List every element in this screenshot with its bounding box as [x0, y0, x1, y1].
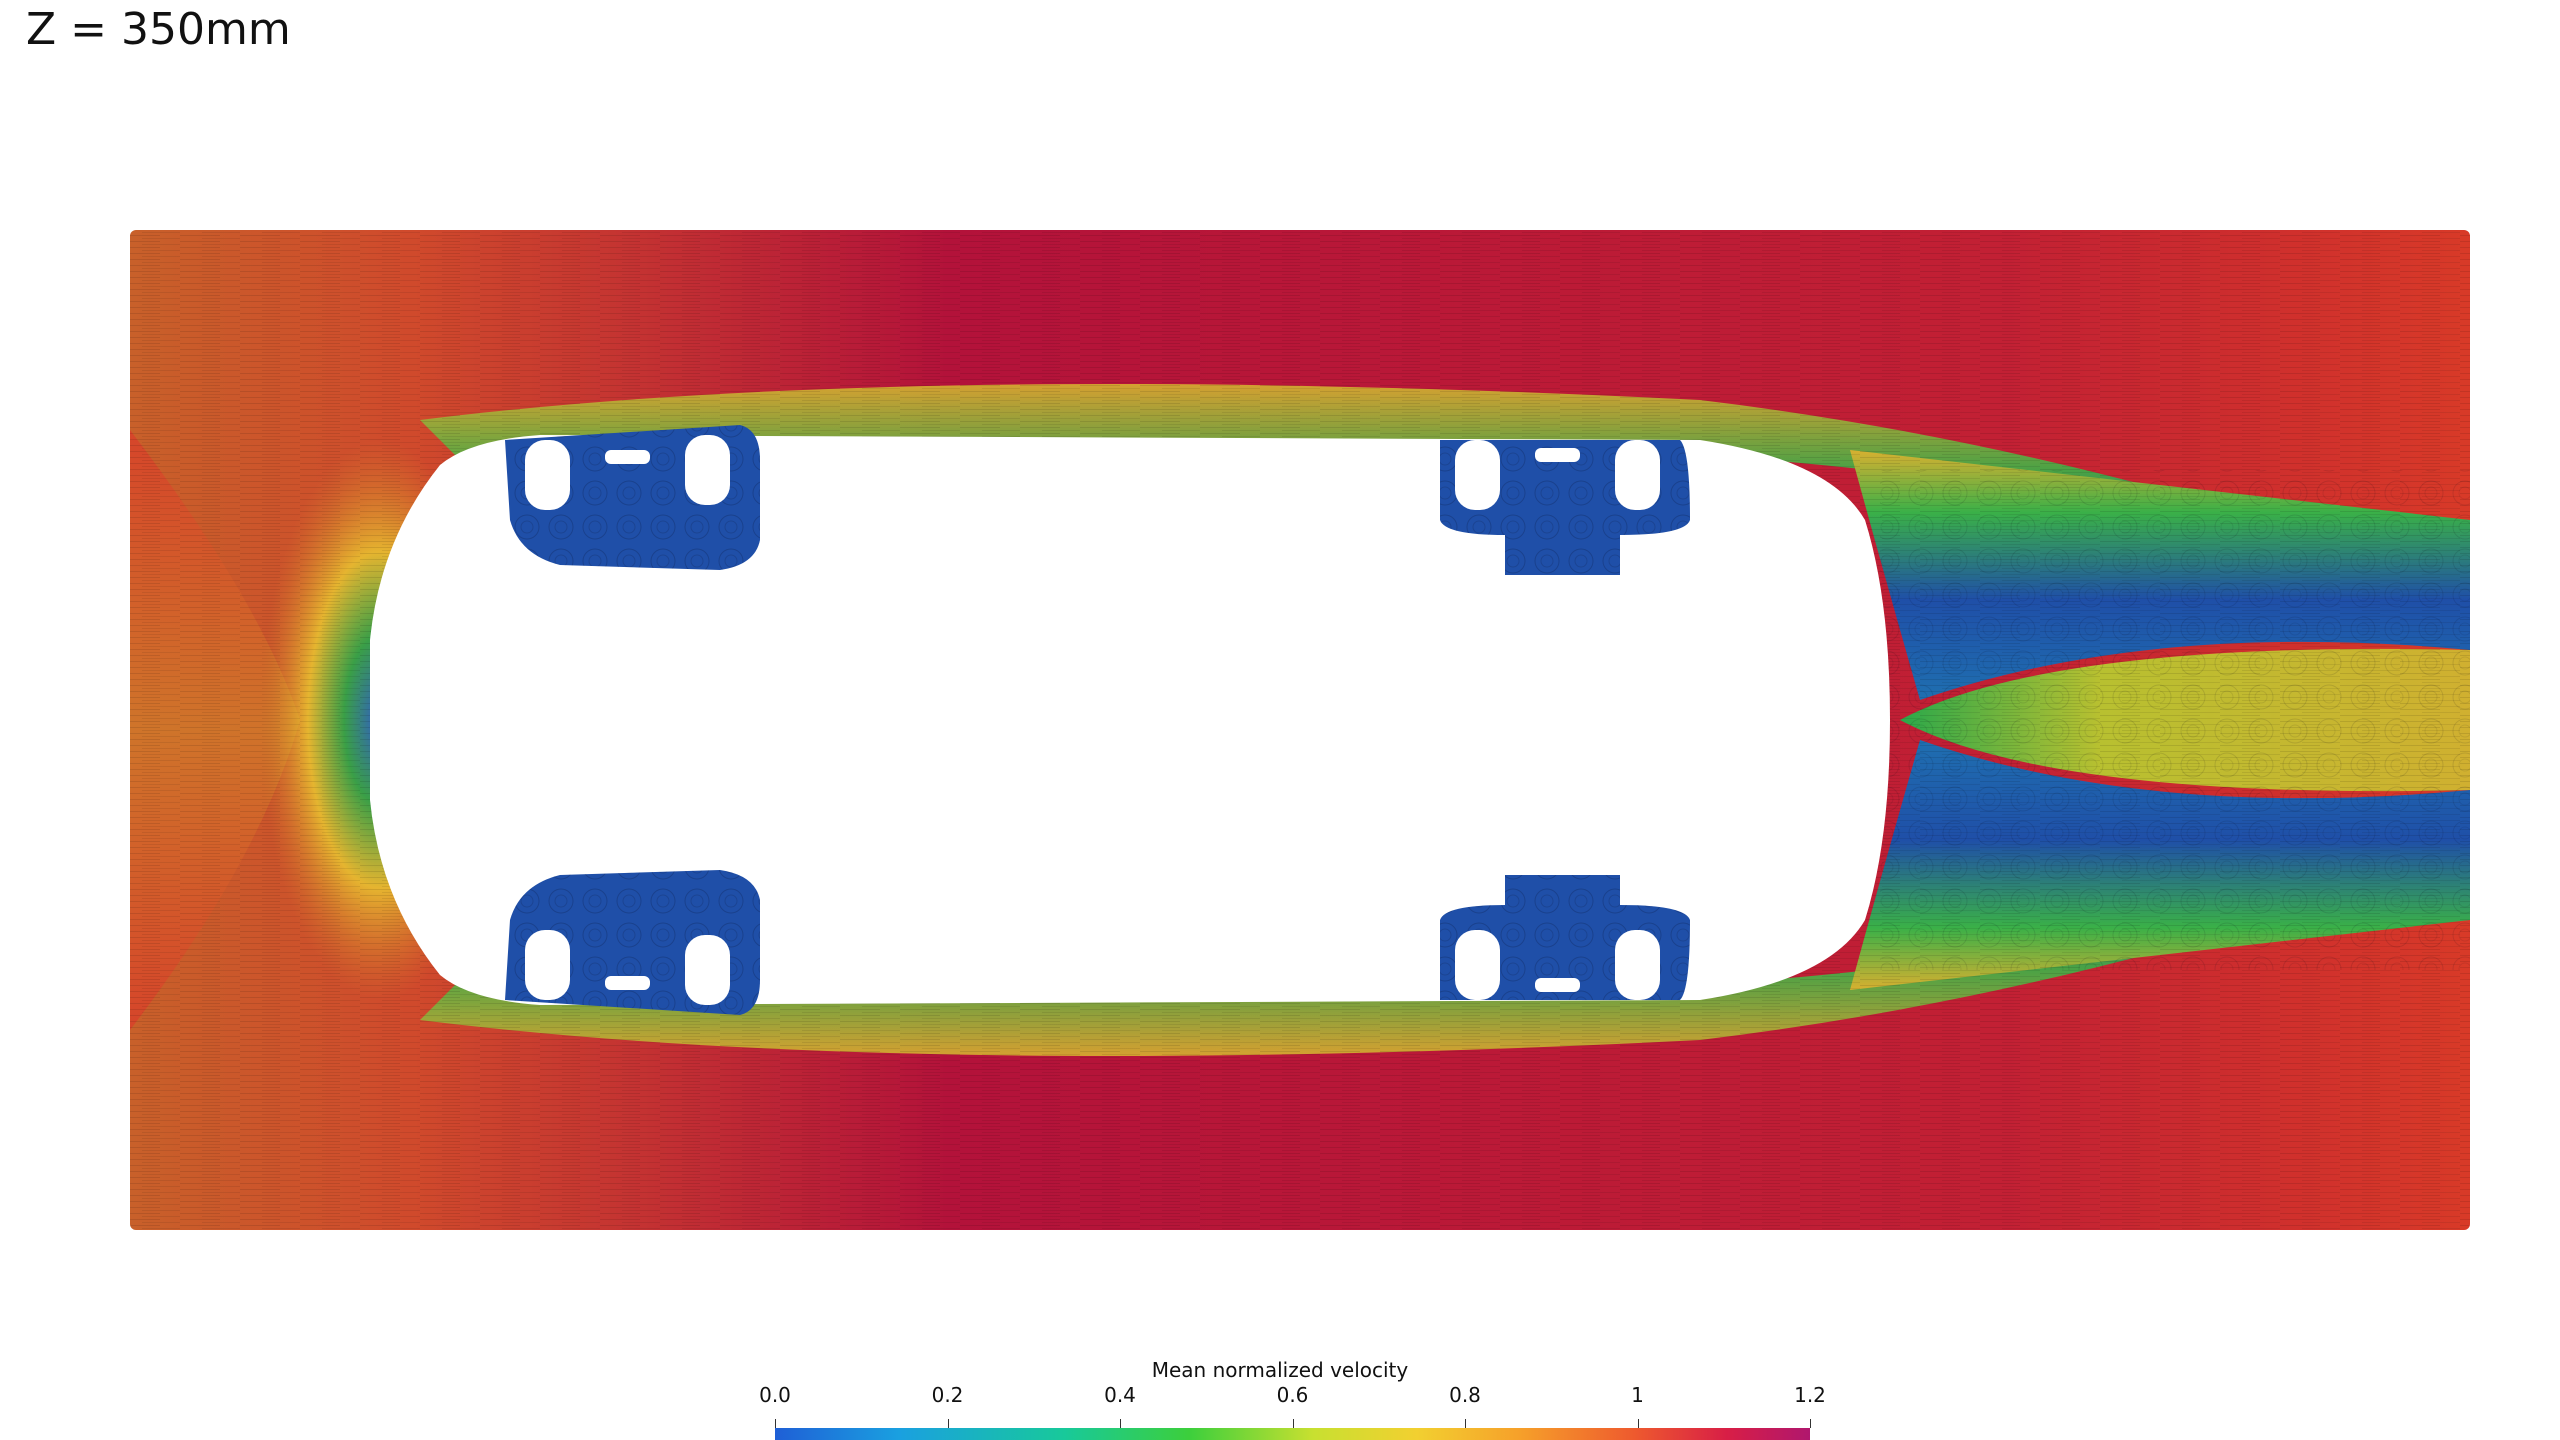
- colorbar-tick-mark: [1638, 1419, 1639, 1428]
- colorbar-tick-label: 0.0: [759, 1383, 791, 1407]
- colorbar-tick-mark: [1120, 1419, 1121, 1428]
- colorbar: [775, 1428, 1810, 1440]
- slice-title: Z = 350mm: [26, 4, 291, 55]
- colorbar-tick-label: 1: [1631, 1383, 1644, 1407]
- flow-domain: [130, 230, 2470, 1230]
- colorbar-tick-label: 0.2: [931, 1383, 964, 1407]
- colorbar-tick-mark: [948, 1419, 949, 1428]
- wheel-well-front-right: [505, 870, 760, 1015]
- wheel-well-front-left: [505, 425, 760, 570]
- wheel-well-rear-right: [1440, 875, 1690, 1000]
- colorbar-tick-label: 1.2: [1794, 1383, 1826, 1407]
- colorbar-tick-label: 0.4: [1104, 1383, 1136, 1407]
- wheel-well-rear-left: [1440, 440, 1690, 575]
- colorbar-tick-mark: [1293, 1419, 1294, 1428]
- car-body-silhouette: [370, 435, 1890, 1005]
- colorbar-tick-mark: [775, 1419, 776, 1428]
- colorbar-tick-mark: [1810, 1419, 1811, 1428]
- colorbar-tick-label: 0.8: [1449, 1383, 1481, 1407]
- colorbar-tick-mark: [1465, 1419, 1466, 1428]
- colorbar-title: Mean normalized velocity: [1151, 1358, 1409, 1382]
- colorbar-tick-label: 0.6: [1276, 1383, 1309, 1407]
